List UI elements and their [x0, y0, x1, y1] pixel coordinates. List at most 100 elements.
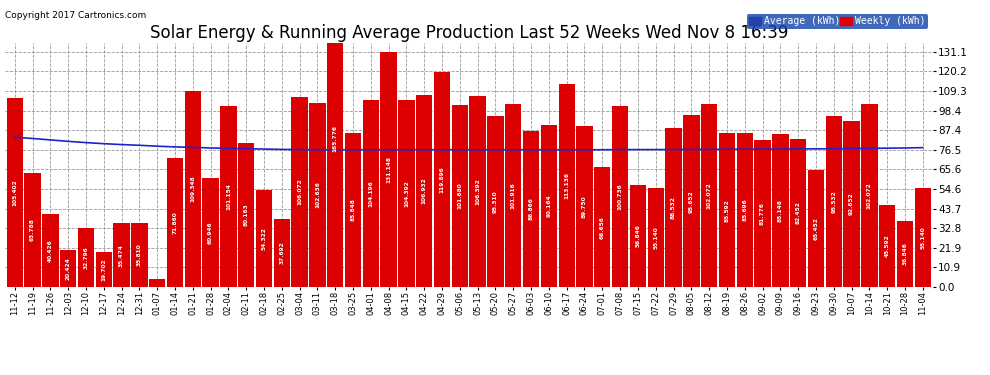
- Bar: [25, 172, 41, 287]
- Bar: [630, 185, 646, 287]
- Bar: [647, 188, 664, 287]
- Text: 45.592: 45.592: [885, 235, 890, 257]
- Bar: [60, 250, 76, 287]
- Bar: [790, 139, 806, 287]
- Bar: [327, 0, 344, 287]
- Bar: [469, 96, 486, 287]
- Text: 36.846: 36.846: [903, 242, 908, 265]
- Bar: [255, 189, 272, 287]
- Text: 165.776: 165.776: [333, 125, 338, 152]
- Text: 85.592: 85.592: [725, 199, 730, 222]
- Bar: [273, 219, 290, 287]
- Bar: [594, 167, 611, 287]
- Text: 35.474: 35.474: [119, 244, 124, 267]
- Text: 63.788: 63.788: [30, 218, 35, 241]
- Text: 82.452: 82.452: [796, 201, 801, 224]
- Bar: [43, 214, 58, 287]
- Bar: [683, 116, 700, 287]
- Text: 90.164: 90.164: [546, 195, 551, 217]
- Bar: [843, 121, 859, 287]
- Text: 92.652: 92.652: [849, 192, 854, 215]
- Text: 85.848: 85.848: [350, 198, 355, 221]
- Bar: [220, 106, 237, 287]
- Bar: [558, 84, 575, 287]
- Text: 35.810: 35.810: [137, 243, 142, 266]
- Text: 66.656: 66.656: [600, 216, 605, 238]
- Title: Solar Energy & Running Average Production Last 52 Weeks Wed Nov 8 16:39: Solar Energy & Running Average Productio…: [149, 24, 788, 42]
- Bar: [772, 134, 789, 287]
- Text: 71.860: 71.860: [172, 211, 177, 234]
- Text: 55.140: 55.140: [921, 226, 926, 249]
- Text: 100.736: 100.736: [618, 183, 623, 210]
- Text: 104.392: 104.392: [404, 180, 409, 207]
- Text: 85.148: 85.148: [778, 199, 783, 222]
- Bar: [701, 104, 718, 287]
- Bar: [826, 116, 842, 287]
- Bar: [166, 158, 183, 287]
- Text: 95.652: 95.652: [689, 190, 694, 213]
- Text: 80.163: 80.163: [244, 204, 248, 226]
- Bar: [362, 100, 379, 287]
- Bar: [96, 252, 112, 287]
- Text: 105.402: 105.402: [12, 179, 17, 206]
- Bar: [345, 133, 361, 287]
- Text: 101.916: 101.916: [511, 182, 516, 209]
- Text: 102.636: 102.636: [315, 182, 320, 209]
- Bar: [808, 170, 824, 287]
- Bar: [398, 100, 415, 287]
- Text: 81.776: 81.776: [760, 202, 765, 225]
- Text: 104.196: 104.196: [368, 180, 373, 207]
- Bar: [665, 128, 682, 287]
- Text: 37.692: 37.692: [279, 242, 284, 264]
- Bar: [184, 91, 201, 287]
- Text: 131.148: 131.148: [386, 156, 391, 183]
- Text: 65.452: 65.452: [814, 217, 819, 240]
- Text: 89.750: 89.750: [582, 195, 587, 218]
- Bar: [612, 106, 629, 287]
- Text: 119.896: 119.896: [440, 166, 445, 193]
- Bar: [202, 178, 219, 287]
- Text: 106.932: 106.932: [422, 178, 427, 204]
- Text: 60.946: 60.946: [208, 221, 213, 244]
- Bar: [291, 97, 308, 287]
- Text: 32.796: 32.796: [83, 246, 88, 269]
- Text: 101.680: 101.680: [457, 182, 462, 209]
- Bar: [238, 143, 254, 287]
- Bar: [114, 223, 130, 287]
- Text: 102.072: 102.072: [707, 182, 712, 209]
- Bar: [861, 104, 877, 287]
- Text: 113.136: 113.136: [564, 172, 569, 199]
- Text: 85.696: 85.696: [742, 199, 747, 222]
- Text: 106.392: 106.392: [475, 178, 480, 205]
- Bar: [416, 95, 433, 287]
- Bar: [897, 221, 913, 287]
- Text: 55.140: 55.140: [653, 226, 658, 249]
- Bar: [576, 126, 593, 287]
- Bar: [754, 140, 771, 287]
- Bar: [487, 116, 504, 287]
- Text: 56.846: 56.846: [636, 225, 641, 248]
- Bar: [309, 103, 326, 287]
- Bar: [541, 125, 557, 287]
- Text: 86.866: 86.866: [529, 198, 534, 220]
- Text: 109.348: 109.348: [190, 176, 195, 202]
- Text: 102.072: 102.072: [867, 182, 872, 209]
- Text: 20.424: 20.424: [65, 257, 70, 280]
- Bar: [523, 131, 540, 287]
- Bar: [380, 52, 397, 287]
- Bar: [434, 72, 450, 287]
- Text: 95.532: 95.532: [832, 190, 837, 213]
- Text: Copyright 2017 Cartronics.com: Copyright 2017 Cartronics.com: [5, 11, 147, 20]
- Bar: [451, 105, 468, 287]
- Text: 54.322: 54.322: [261, 227, 266, 250]
- Text: 95.310: 95.310: [493, 190, 498, 213]
- Text: 106.072: 106.072: [297, 178, 302, 205]
- Bar: [148, 279, 165, 287]
- Bar: [132, 223, 148, 287]
- Bar: [505, 104, 522, 287]
- Text: 19.702: 19.702: [101, 258, 106, 280]
- Bar: [719, 134, 736, 287]
- Bar: [737, 133, 753, 287]
- Bar: [7, 98, 23, 287]
- Bar: [78, 228, 94, 287]
